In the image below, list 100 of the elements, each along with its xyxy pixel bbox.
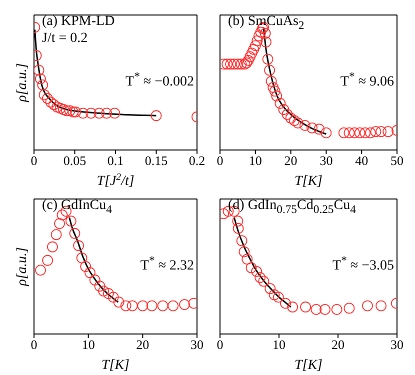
point (370, 126, 382, 138)
point (320, 127, 332, 138)
point (232, 58, 244, 70)
annotation: J/t = 0.2 (42, 31, 88, 47)
point (108, 292, 119, 303)
x-axis-title: T[K] (294, 174, 323, 189)
point (271, 90, 282, 102)
point (246, 262, 257, 274)
point (54, 218, 65, 229)
point (54, 102, 66, 114)
point (242, 254, 253, 265)
point (269, 86, 280, 97)
point (250, 40, 261, 52)
point (258, 276, 270, 287)
point (64, 105, 76, 116)
point (262, 54, 274, 65)
point (113, 296, 124, 308)
point (300, 302, 311, 312)
point (236, 235, 248, 246)
point (285, 112, 296, 124)
point (288, 115, 300, 126)
point (120, 300, 132, 312)
point (382, 126, 394, 138)
point (126, 300, 138, 312)
x-tick-label: 20 (332, 337, 344, 352)
point (84, 267, 96, 278)
annotation: T$^{*}$ ≈ 9.06 (340, 70, 394, 91)
point (42, 93, 53, 104)
point (338, 127, 350, 138)
x-tick-label: 0.15 (144, 153, 168, 168)
point (306, 122, 318, 134)
point (274, 98, 286, 109)
x-tick-label: 20 (136, 337, 150, 352)
x-axis-title: T[K] (294, 358, 323, 373)
point (354, 127, 366, 138)
point (242, 54, 254, 66)
point (251, 266, 262, 277)
point (222, 58, 233, 70)
annotation: (b) SmCuAs$_{2}$ (228, 14, 304, 32)
point (228, 58, 240, 70)
point (310, 304, 322, 315)
x-tick-label: 0 (30, 153, 38, 168)
point (56, 210, 68, 220)
x-tick-label: 0.1 (107, 153, 124, 168)
point (320, 304, 330, 315)
point (349, 127, 360, 138)
point (48, 99, 60, 110)
point (266, 76, 277, 87)
point (244, 51, 256, 62)
y-axis-title: ρ[a.u.] (14, 247, 30, 287)
point (268, 82, 279, 93)
point (70, 106, 82, 118)
point (264, 283, 276, 294)
point (287, 302, 298, 312)
x-axis-title: T[J$^{2}$/t] (96, 172, 134, 189)
x-tick-label: 10 (248, 153, 262, 168)
x-tick-label: 10 (82, 337, 95, 352)
x-tick-label: 40 (355, 153, 368, 168)
point (77, 108, 88, 119)
point (50, 229, 62, 240)
point (58, 104, 69, 115)
x-tick-label: 0 (216, 337, 224, 352)
point (179, 299, 190, 310)
point (94, 108, 105, 119)
point (344, 302, 355, 314)
point (253, 30, 264, 42)
point (314, 124, 325, 135)
point (255, 26, 266, 38)
x-tick-label: 30 (190, 337, 204, 352)
y-axis-title: ρ[a.u.] (14, 63, 30, 103)
point (282, 108, 293, 120)
point (65, 216, 76, 227)
point (89, 274, 100, 286)
point (94, 280, 106, 292)
x-tick-label: 30 (320, 153, 333, 168)
point (248, 44, 260, 55)
point (260, 28, 271, 39)
annotation: T$^{*}$ ≈ 2.32 (140, 254, 194, 275)
point (344, 127, 355, 138)
point (38, 89, 50, 100)
point (254, 272, 266, 283)
point (137, 300, 148, 312)
point (80, 261, 92, 272)
point (300, 120, 310, 131)
point (264, 64, 276, 76)
point (34, 64, 44, 76)
point (232, 216, 244, 227)
point (68, 106, 79, 118)
x-tick-label: 0 (216, 153, 224, 168)
point (232, 223, 244, 234)
point (37, 80, 48, 90)
point (45, 96, 56, 108)
point (109, 108, 120, 119)
point (102, 288, 114, 299)
point (47, 241, 58, 252)
annotation: T$^{*}$ ≈ −0.002 (126, 70, 194, 91)
point (365, 127, 376, 138)
point (101, 108, 112, 119)
point (69, 228, 80, 239)
point (157, 300, 168, 312)
